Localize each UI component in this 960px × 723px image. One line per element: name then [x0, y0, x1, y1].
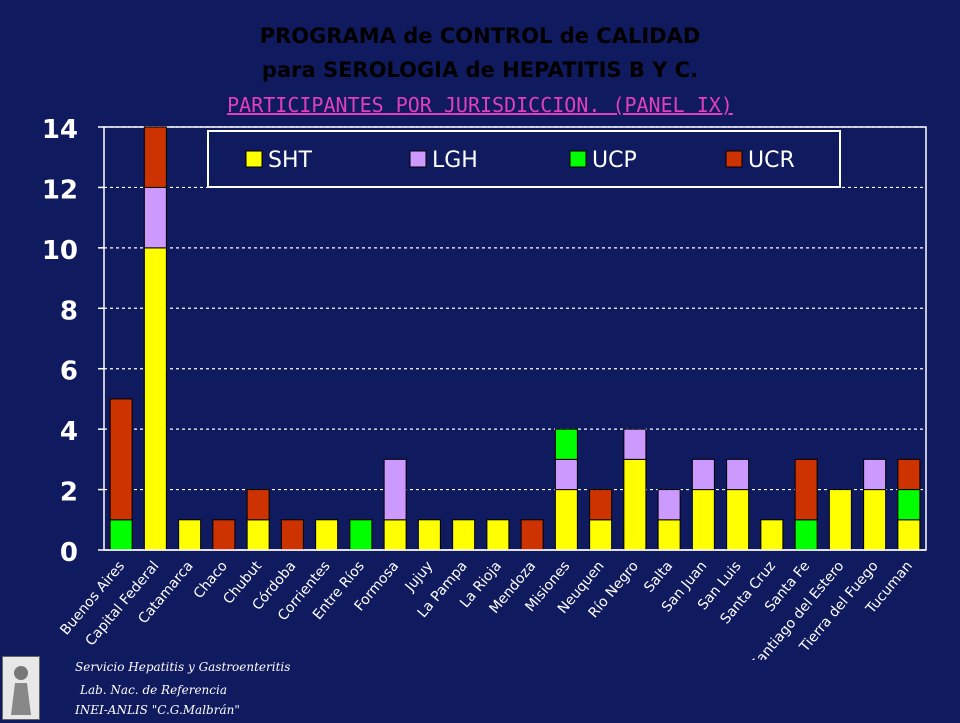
bar-segment-sht	[246, 519, 270, 551]
bar-segment-ucp	[554, 428, 578, 460]
y-tick-label: 2	[60, 478, 78, 508]
y-tick-label: 4	[60, 417, 78, 447]
bar-segment-lgh	[691, 458, 715, 491]
bar-segment-lgh	[143, 186, 167, 249]
bar-segment-ucr	[589, 489, 613, 521]
chart-title-line1: PROGRAMA de CONTROL de CALIDAD	[259, 24, 701, 48]
bar-segment-sht	[143, 247, 167, 551]
bar-segment-lgh	[657, 489, 681, 521]
bar-segment-lgh	[863, 458, 887, 491]
chart-title-line2: para SEROLOGIA de HEPATITIS B Y C.	[261, 58, 699, 82]
bar-segment-sht	[657, 519, 681, 551]
bar-segment-sht	[315, 519, 339, 551]
bar-segment-ucr	[143, 126, 167, 188]
institution-logo	[2, 656, 40, 720]
bar-segment-sht	[452, 519, 476, 551]
legend-swatch-lgh	[409, 150, 427, 168]
y-tick-label: 6	[60, 357, 78, 387]
bar-segment-ucp	[109, 519, 133, 551]
y-tick-label: 12	[42, 175, 78, 205]
bar-segment-sht	[486, 519, 510, 551]
bar-segment-lgh	[554, 458, 578, 491]
bar-segment-ucr	[212, 519, 236, 551]
legend-swatch-ucr	[725, 150, 743, 168]
bar-segment-sht	[691, 489, 715, 551]
bar-segment-lgh	[726, 458, 750, 491]
footer-institute: INEI-ANLIS "C.G.Malbrán"	[75, 703, 240, 717]
plot-area	[103, 126, 927, 551]
bar-segment-ucr	[520, 519, 544, 551]
chart-subtitle: PARTICIPANTES POR JURISDICCION. (PANEL I…	[227, 93, 733, 117]
footer-service: Servicio Hepatitis y Gastroenteritis	[75, 660, 291, 674]
legend-label-ucr: UCR	[748, 148, 795, 173]
bar-segment-ucr	[794, 458, 818, 521]
footer-lab: Lab. Nac. de Referencia	[80, 683, 227, 697]
bar-segment-lgh	[383, 458, 407, 521]
legend-label-lgh: LGH	[432, 148, 478, 173]
legend-swatch-ucp	[569, 150, 587, 168]
bar-segment-lgh	[623, 428, 647, 460]
bar-segment-sht	[623, 458, 647, 551]
bar-segment-sht	[554, 489, 578, 551]
bar-segment-ucr	[280, 519, 304, 551]
y-tick-label: 10	[42, 236, 78, 266]
bar-segment-sht	[178, 519, 202, 551]
bar-segment-ucr	[246, 489, 270, 521]
bar-segment-ucp	[794, 519, 818, 551]
legend-swatch-sht	[245, 150, 263, 168]
bar-segment-sht	[828, 489, 852, 551]
bar-segment-ucp	[897, 489, 921, 521]
bar-segment-sht	[863, 489, 887, 551]
bar-segment-sht	[383, 519, 407, 551]
bar-segment-sht	[760, 519, 784, 551]
legend-label-ucp: UCP	[592, 148, 637, 173]
bar-segment-ucp	[349, 519, 373, 551]
legend-label-sht: SHT	[268, 148, 313, 173]
bar-segment-sht	[897, 519, 921, 551]
y-tick-label: 0	[60, 538, 78, 568]
bar-segment-ucr	[897, 458, 921, 491]
bar-segment-sht	[726, 489, 750, 551]
bar-segment-ucr	[109, 398, 133, 521]
y-tick-label: 14	[42, 115, 78, 145]
y-tick-label: 8	[60, 296, 78, 326]
bar-segment-sht	[417, 519, 441, 551]
bar-segment-sht	[589, 519, 613, 551]
